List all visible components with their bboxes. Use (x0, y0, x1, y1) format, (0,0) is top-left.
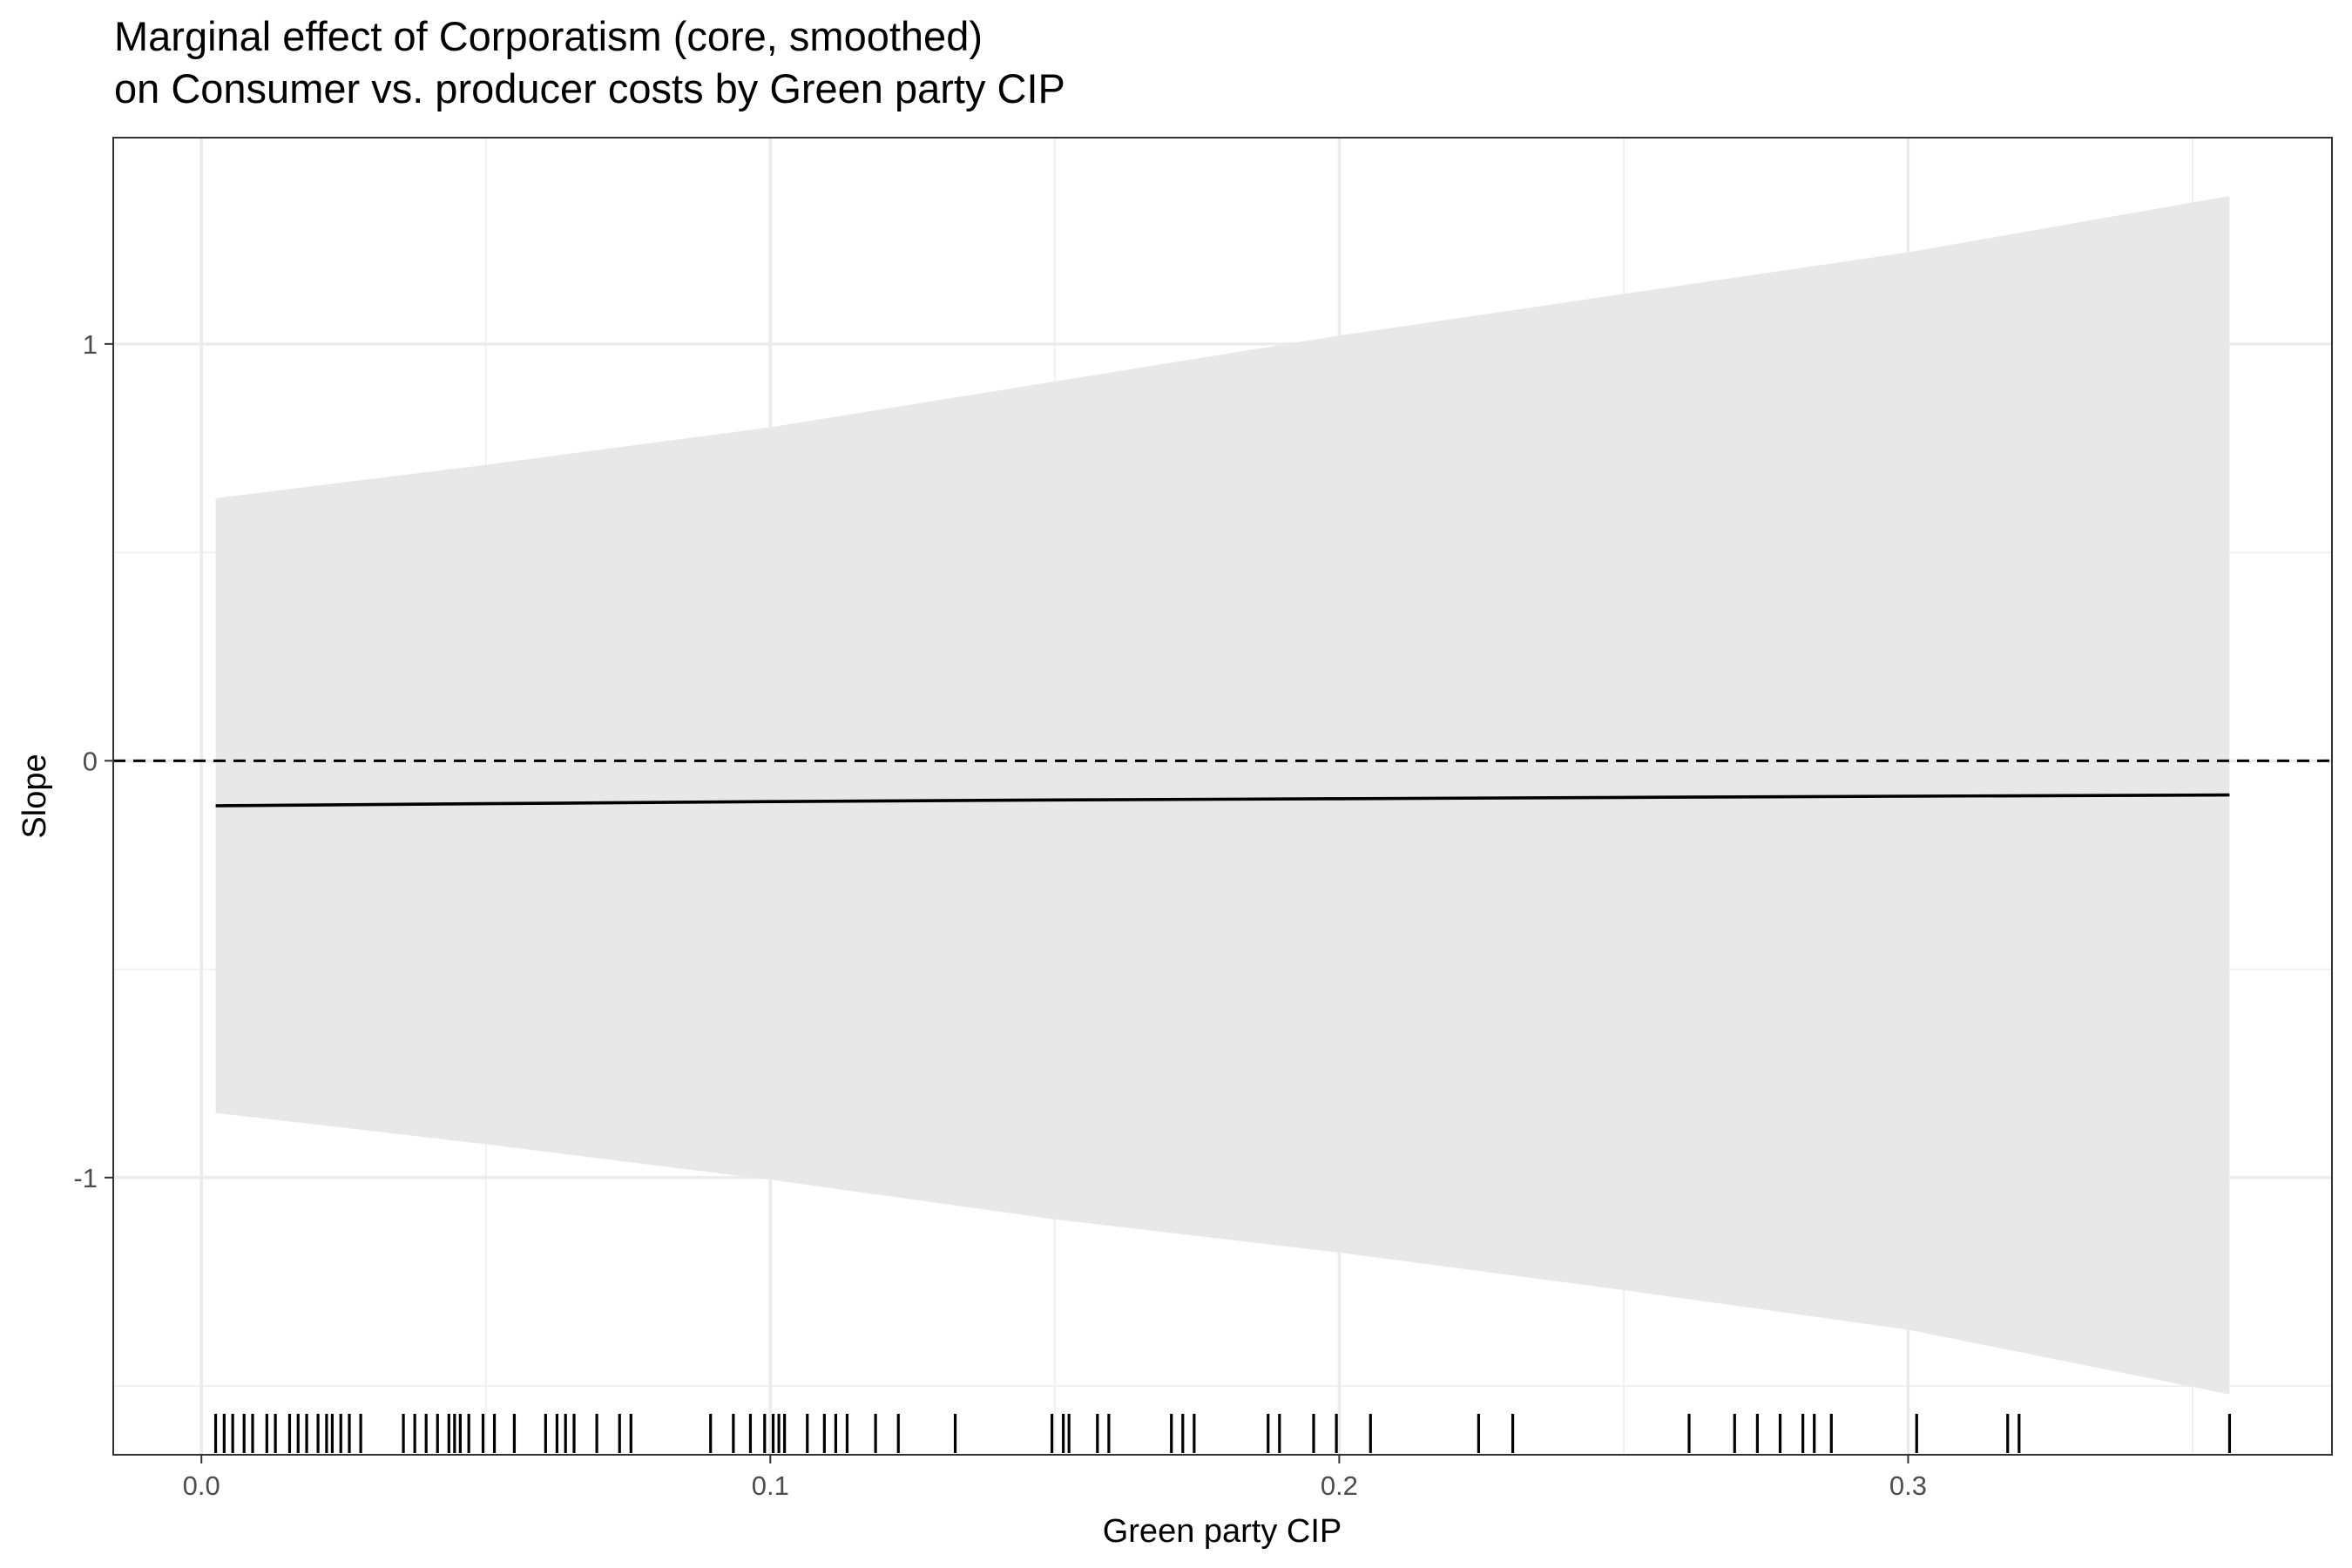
rug-marks (213, 1414, 2232, 1453)
y-tick-label: 1 (83, 329, 98, 360)
x-tick-label: 0.0 (183, 1470, 220, 1501)
x-axis-title: Green party CIP (1103, 1513, 1342, 1550)
y-tick-label: 0 (83, 746, 98, 776)
x-tick-label: 0.2 (1321, 1470, 1358, 1501)
y-axis-title: Slope (17, 754, 53, 838)
chart-subtitle: on Consumer vs. producer costs by Green … (114, 65, 1065, 112)
x-axis-ticks: 0.0 0.1 0.2 0.3 (183, 1455, 1927, 1501)
marginal-effect-line (215, 793, 2230, 808)
x-tick-label: 0.1 (752, 1470, 789, 1501)
x-tick-label: 0.3 (1889, 1470, 1927, 1501)
panel-border (112, 137, 2333, 1456)
confidence-band (215, 196, 2230, 1395)
y-axis-ticks: -1 0 1 (73, 329, 113, 1193)
chart-title: Marginal effect of Corporatism (core, sm… (114, 13, 983, 59)
y-tick-label: -1 (73, 1163, 98, 1193)
